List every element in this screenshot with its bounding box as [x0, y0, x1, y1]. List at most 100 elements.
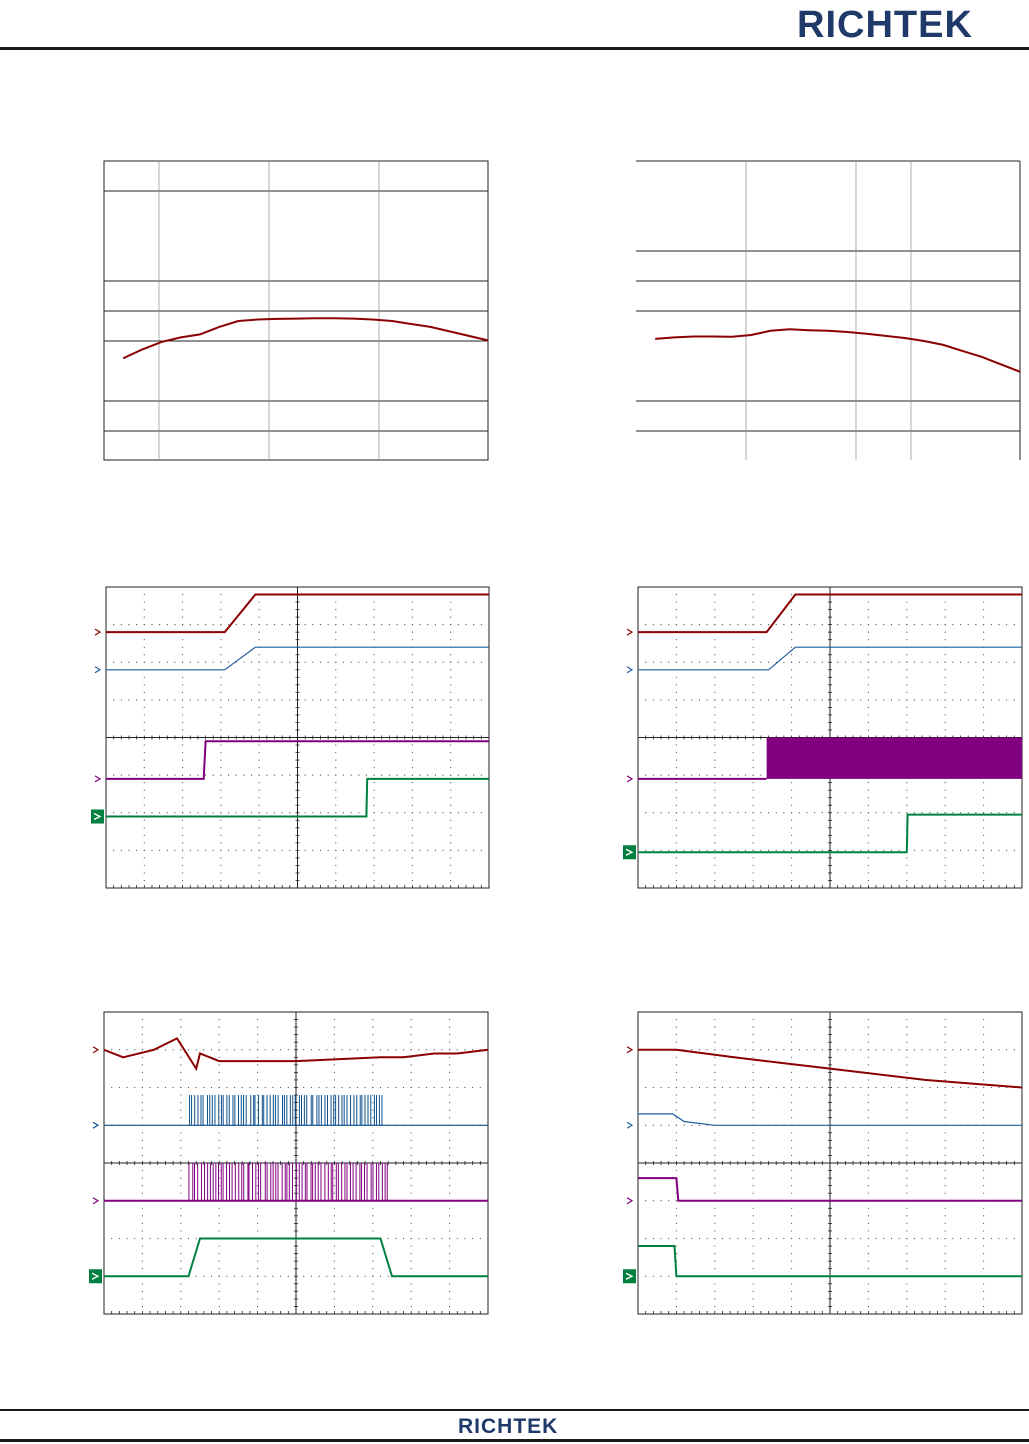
- grid-dot: [867, 1018, 870, 1021]
- grid-dot: [944, 616, 946, 618]
- grid-dot: [387, 1275, 389, 1277]
- grid-dot: [204, 661, 207, 663]
- grid-dot: [333, 1207, 335, 1209]
- grid-dot: [349, 1086, 351, 1089]
- grid-dot: [180, 1034, 182, 1036]
- grid-dot: [867, 631, 870, 633]
- grid-dot: [220, 842, 222, 844]
- grid-dot: [335, 676, 337, 678]
- grid-dot: [449, 1071, 451, 1073]
- grid-dot: [983, 1154, 985, 1157]
- grid-dot: [159, 661, 161, 663]
- grid-dot: [218, 1041, 220, 1043]
- grid-dot: [411, 699, 413, 701]
- grid-dot: [729, 1049, 731, 1051]
- grid-dot: [752, 879, 754, 882]
- grid-dot: [752, 1071, 754, 1073]
- grid-dot: [975, 1237, 977, 1240]
- grid-dot: [118, 1086, 120, 1089]
- grid-dot: [775, 699, 777, 701]
- grid-dot: [668, 624, 670, 626]
- grid-dot: [372, 1245, 374, 1247]
- grid-dot: [921, 699, 923, 701]
- grid-dot: [258, 624, 260, 626]
- grid-dot: [936, 1237, 939, 1240]
- grid-dot: [645, 624, 647, 626]
- grid-dot: [714, 1253, 716, 1255]
- grid-dot: [166, 699, 168, 701]
- grid-dot: [249, 1049, 251, 1051]
- grid-dot: [791, 1268, 793, 1270]
- grid-dot: [350, 812, 352, 814]
- grid-dot: [660, 699, 662, 701]
- grid-dot: [791, 1237, 793, 1240]
- grid-dot: [327, 849, 329, 851]
- grid-dot: [450, 812, 452, 814]
- grid-dot: [218, 1049, 220, 1051]
- grid-dot: [365, 699, 368, 701]
- grid-dot: [783, 1086, 785, 1089]
- grid-dot: [151, 849, 153, 851]
- grid-dot: [319, 849, 322, 851]
- grid-dot: [944, 1139, 946, 1141]
- grid-dot: [350, 661, 352, 663]
- grid-dot: [349, 1275, 351, 1277]
- grid-dot: [218, 1305, 220, 1308]
- grid-dot: [280, 1275, 282, 1277]
- grid-dot: [136, 661, 138, 663]
- grid-dot: [921, 1086, 923, 1089]
- grid-dot: [806, 812, 808, 814]
- grid-dot: [983, 1018, 985, 1021]
- grid-dot: [714, 1139, 716, 1141]
- grid-dot: [220, 751, 222, 754]
- channel-2-trace: [638, 646, 1022, 671]
- grid-dot: [218, 1283, 220, 1285]
- grid-dot: [159, 849, 161, 851]
- grid-dot: [141, 1147, 143, 1149]
- grid-dot: [180, 1026, 182, 1028]
- grid-dot: [791, 699, 793, 701]
- grid-dot: [410, 1305, 412, 1308]
- grid-dot: [906, 1071, 908, 1073]
- grid-dot: [791, 879, 793, 882]
- grid-dot: [450, 729, 452, 731]
- grid-dot: [867, 661, 870, 663]
- grid-dot: [189, 624, 191, 626]
- grid-dot: [456, 1086, 458, 1089]
- grid-dot: [944, 684, 946, 686]
- grid-dot: [289, 624, 291, 626]
- grid-dot: [906, 654, 908, 656]
- grid-dot: [182, 834, 184, 836]
- grid-dot: [675, 872, 678, 874]
- grid-dot: [906, 1283, 908, 1285]
- grid-dot: [411, 729, 413, 731]
- grid-dot: [372, 1026, 374, 1028]
- grid-dot: [411, 669, 413, 671]
- footer-rule-top: [0, 1409, 1029, 1411]
- grid-dot: [373, 767, 375, 769]
- grid-dot: [791, 789, 793, 791]
- grid-dot: [814, 1086, 816, 1089]
- grid-dot: [752, 857, 754, 859]
- grid-dot: [457, 849, 459, 851]
- grid-dot: [844, 1237, 846, 1240]
- grid-dot: [335, 691, 337, 693]
- grid-dot: [257, 1018, 259, 1021]
- grid-dot: [714, 684, 716, 686]
- grid-dot: [373, 857, 375, 859]
- grid-dot: [867, 684, 870, 686]
- grid-dot: [791, 1207, 793, 1209]
- grid-dot: [721, 774, 724, 776]
- grid-dot: [218, 1253, 220, 1255]
- grid-dot: [449, 1230, 451, 1232]
- grid-dot: [698, 699, 701, 701]
- grid-dot: [411, 804, 413, 806]
- grid-dot: [1013, 624, 1015, 626]
- grid-dot: [729, 1086, 731, 1089]
- grid-dot: [257, 1275, 259, 1277]
- grid-dot: [714, 1222, 716, 1224]
- grid-dot: [898, 1086, 900, 1089]
- grid-dot: [220, 782, 222, 784]
- line-chart-2: [636, 160, 1021, 460]
- grid-dot: [120, 812, 122, 814]
